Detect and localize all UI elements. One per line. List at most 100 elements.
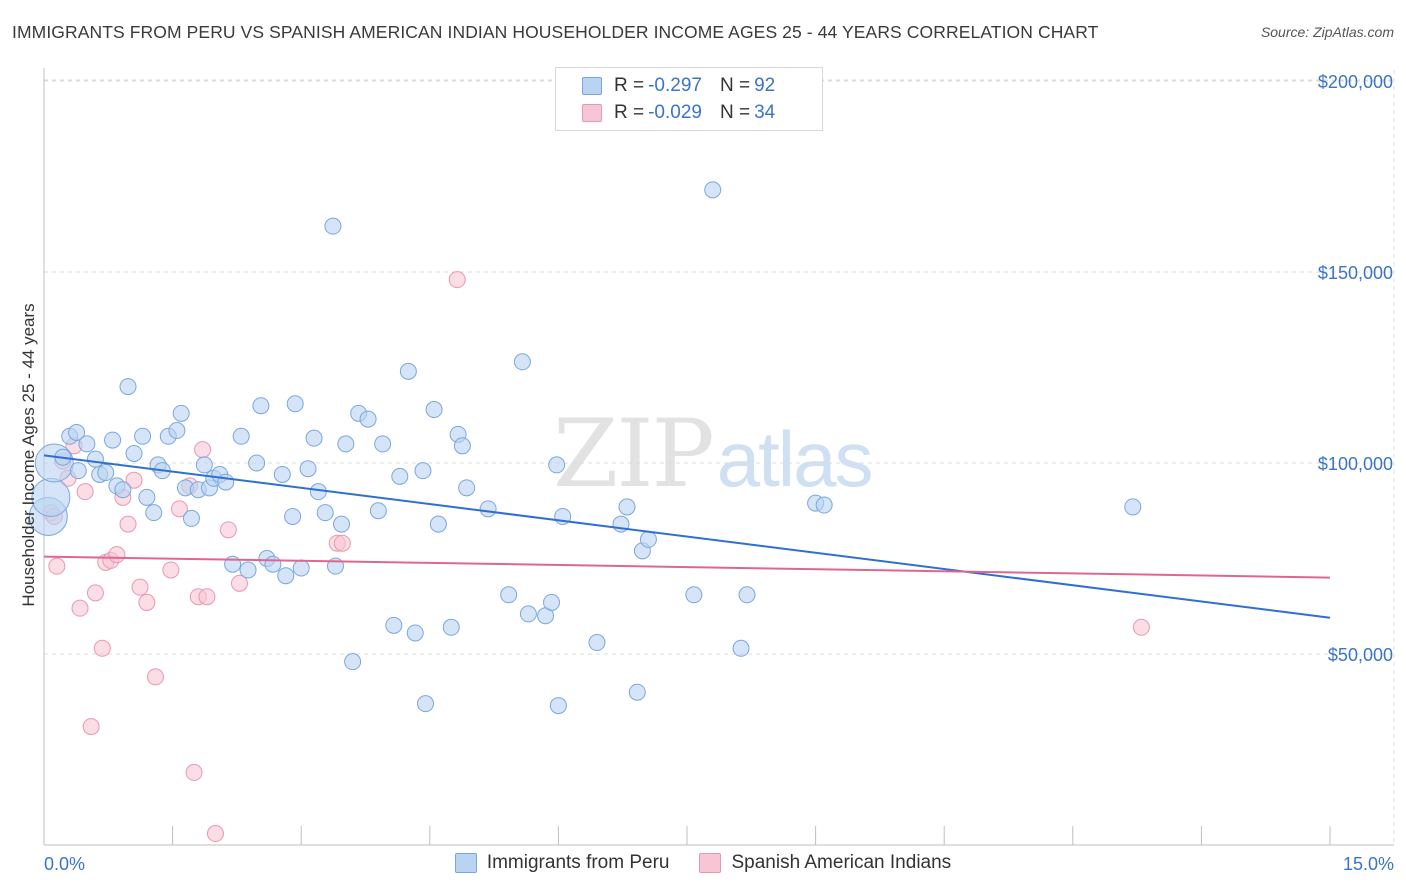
legend-r-label: R = [614, 102, 645, 123]
correlation-legend: R = -0.297 N = 92 R = -0.029 N = 34 [555, 67, 823, 131]
legend-r-value: -0.297 [648, 75, 702, 96]
legend-n-value: 34 [754, 102, 776, 123]
data-point [548, 456, 566, 474]
data-point [239, 561, 257, 579]
legend-item-peru[interactable]: Immigrants from Peru [454, 852, 670, 874]
data-point [500, 586, 518, 604]
trend-lines [43, 454, 1331, 619]
legend-item-sai[interactable]: Spanish American Indians [699, 852, 951, 874]
data-point [704, 181, 722, 199]
y-tick-label: $50,000 [1328, 645, 1393, 665]
data-point [78, 435, 96, 453]
data-point [299, 460, 317, 478]
data-point [195, 456, 213, 474]
legend-swatch-sai [699, 853, 722, 873]
data-point [104, 431, 122, 449]
data-point [273, 465, 291, 483]
data-point [134, 427, 152, 445]
data-point [1124, 498, 1142, 516]
legend-row-sai: R = -0.029 N = 34 [582, 101, 775, 125]
data-point [429, 515, 447, 533]
data-point [391, 467, 409, 485]
data-point [1132, 618, 1150, 636]
legend-swatch-sai [582, 104, 602, 122]
data-point [425, 401, 443, 419]
data-point [162, 561, 180, 579]
data-point [399, 362, 417, 380]
data-point [448, 271, 466, 289]
data-point [185, 763, 203, 781]
data-point [119, 515, 137, 533]
data-point [232, 427, 250, 445]
legend-row-peru: R = -0.297 N = 92 [582, 74, 775, 98]
watermark-atlas: atlas [716, 415, 874, 503]
data-point [219, 521, 237, 539]
trend-line-peru [43, 454, 1331, 619]
x-tick-label-min: 0.0% [44, 854, 85, 874]
data-point [230, 574, 248, 592]
data-point [316, 504, 334, 522]
data-point [406, 624, 424, 642]
legend-swatch-peru [582, 77, 602, 95]
data-point [628, 683, 646, 701]
data-point [82, 718, 100, 736]
legend-swatch-peru [454, 853, 477, 873]
legend-r-label: R = [614, 75, 645, 96]
data-point [206, 825, 224, 843]
data-point [815, 496, 833, 514]
data-point [217, 473, 235, 491]
data-point [685, 586, 703, 604]
series-spanish-american-indians [42, 271, 1150, 843]
legend-label-peru: Immigrants from Peru [486, 852, 670, 873]
watermark-zip: ZIP [553, 400, 715, 509]
data-point [333, 534, 351, 552]
data-point [264, 555, 282, 573]
data-point [738, 586, 756, 604]
legend-n-label: N = [719, 75, 751, 96]
watermark: ZIPatlas [553, 400, 874, 509]
data-point [324, 217, 342, 235]
data-point [68, 423, 86, 441]
data-point [292, 559, 310, 577]
data-point [385, 616, 403, 634]
data-point [145, 504, 163, 522]
data-point [618, 498, 636, 516]
data-point [125, 444, 143, 462]
source-label: Source: ZipAtlas.com [1260, 24, 1394, 40]
data-point [69, 462, 87, 480]
data-point [170, 500, 188, 518]
data-point [71, 599, 89, 617]
data-point [172, 404, 190, 422]
data-point [332, 515, 350, 533]
data-point [125, 471, 143, 489]
data-point [458, 479, 476, 497]
data-point [182, 509, 200, 527]
data-point [639, 530, 657, 548]
data-point [97, 464, 115, 482]
data-point [588, 634, 606, 652]
legend-n-label: N = [719, 102, 751, 123]
data-point [168, 422, 186, 440]
legend-label-sai: Spanish American Indians [731, 852, 952, 873]
data-point [198, 588, 216, 606]
data-point [131, 578, 149, 596]
series-legend: Immigrants from Peru Spanish American In… [0, 852, 1406, 874]
data-point [194, 441, 212, 459]
data-point [286, 395, 304, 413]
data-point [732, 639, 750, 657]
data-point [359, 410, 377, 428]
data-point [305, 429, 323, 447]
data-point [119, 378, 137, 396]
series-immigrants-from-peru [28, 181, 1142, 715]
data-point [519, 605, 537, 623]
data-point [369, 502, 387, 520]
y-tick-label: $150,000 [1318, 263, 1393, 283]
data-point [138, 593, 156, 611]
data-point [543, 593, 561, 611]
data-point [453, 437, 471, 455]
data-point [86, 450, 104, 468]
y-tick-label: $200,000 [1318, 72, 1393, 92]
data-point [86, 584, 104, 602]
data-point [442, 618, 460, 636]
